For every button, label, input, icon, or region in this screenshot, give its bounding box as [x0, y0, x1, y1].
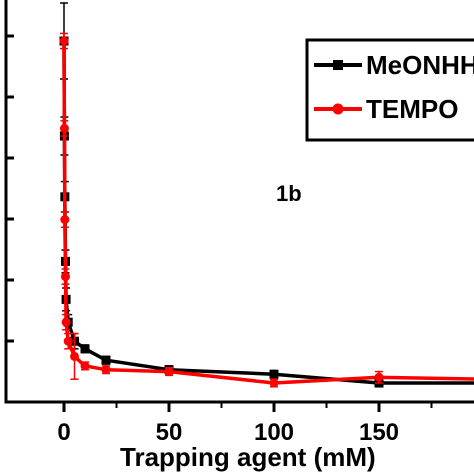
- x-axis-ticks: 0501001502: [57, 402, 433, 446]
- point-1-8: [101, 365, 111, 375]
- series-layer: [59, 2, 474, 388]
- x-tick-label-0: 0: [57, 419, 70, 446]
- legend-box: [305, 38, 474, 142]
- point-1-1: [59, 123, 69, 133]
- point-0-10: [269, 369, 279, 379]
- legend-marker-1: [332, 103, 344, 115]
- x-tick-label-2: 100: [254, 419, 294, 446]
- point-1-9: [164, 367, 174, 377]
- point-0-7: [80, 344, 90, 354]
- x-tick-label-3: 150: [359, 419, 399, 446]
- point-1-6: [70, 351, 79, 361]
- x-tick-label-1: 50: [156, 419, 183, 446]
- point-1-0: [59, 36, 69, 46]
- point-1-4: [61, 317, 71, 327]
- point-1-10: [269, 378, 279, 388]
- legend: MeONHH TEMPO: [305, 38, 474, 142]
- point-1-5: [63, 336, 73, 346]
- point-1-2: [60, 215, 70, 225]
- legend-label-0: MeONHH: [366, 50, 474, 80]
- annotation-label: 1b: [276, 181, 302, 206]
- point-1-3: [60, 272, 70, 282]
- point-1-7: [80, 361, 90, 371]
- legend-marker-0: [333, 60, 343, 70]
- legend-label-1: TEMPO: [366, 94, 458, 124]
- series-1: [59, 32, 474, 388]
- y-axis-ticks: [6, 34, 14, 404]
- point-0-8: [101, 355, 111, 365]
- point-1-11: [374, 372, 384, 382]
- x-axis-title: Trapping agent (mM): [120, 442, 376, 472]
